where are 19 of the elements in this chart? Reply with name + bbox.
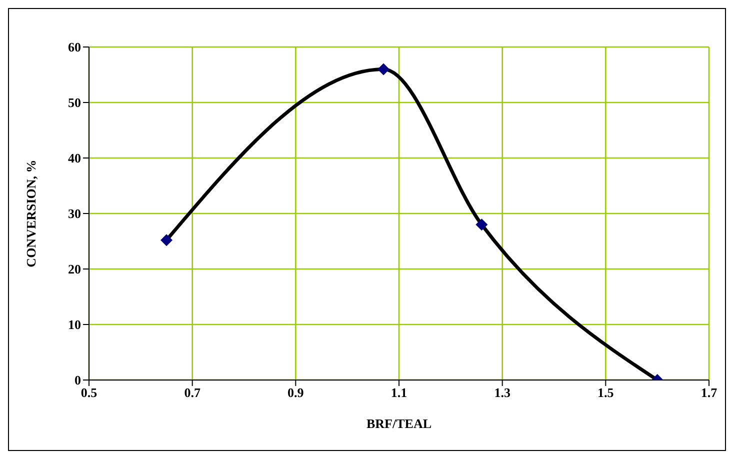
y-tick-label: 50 [68,95,81,110]
point [476,218,488,231]
point [160,234,172,246]
y-tick-label: 0 [74,372,81,388]
y-tick-label: 40 [68,150,81,166]
y-tick-label: 10 [68,317,81,332]
x-tick-label: 1.7 [700,385,718,400]
y-tick-label: 60 [68,40,81,55]
x-tick-label: 1.3 [494,385,511,400]
x-tick-label: 0.7 [184,385,201,400]
x-tick-label: 1.1 [390,385,408,400]
point [378,63,390,76]
y-axis-title: CONVERSION, % [24,160,39,268]
x-tick-label: 1.5 [598,385,614,400]
x-tick-label: 0.9 [288,385,304,400]
x-tick-label: 0.5 [80,385,98,400]
x-axis-title: BRF/TEAL [366,416,432,431]
y-tick-label: 30 [68,206,81,222]
y-tick-label: 20 [68,262,81,277]
